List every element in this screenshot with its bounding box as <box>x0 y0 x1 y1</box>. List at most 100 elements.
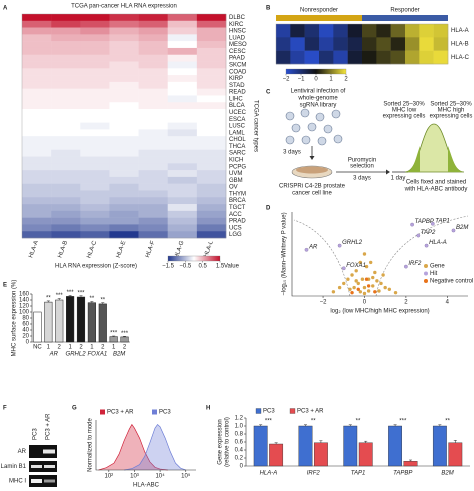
heatmap-cell <box>109 149 139 157</box>
row-label: PRAD <box>229 219 246 225</box>
x-tick-label: B2M <box>441 471 453 477</box>
blot-band <box>43 449 55 454</box>
heatmap-cell <box>196 34 227 42</box>
heatmap-cell <box>138 163 168 171</box>
y-tick-label: 0.2 <box>235 456 244 462</box>
data-point <box>366 289 371 293</box>
heatmap-cell <box>196 197 227 205</box>
heatmap-cell <box>22 231 52 239</box>
x-tick-label: 10² <box>104 474 113 480</box>
lane-label: PC3 <box>33 428 39 440</box>
row-label: MESO <box>229 42 247 48</box>
panel-label: G <box>72 406 77 412</box>
heatmap-cell <box>80 102 110 110</box>
heatmap-cell <box>80 170 110 178</box>
heatmap-cell <box>138 41 168 49</box>
heatmap-cell <box>80 129 110 137</box>
heatmap-cell <box>196 68 227 76</box>
bar <box>98 303 107 343</box>
bar <box>33 311 42 343</box>
row-label: TGCT <box>229 205 246 211</box>
heatmap-cell <box>138 176 168 184</box>
x-tick-label: NC <box>33 345 42 351</box>
heatmap-cell <box>22 149 52 157</box>
heatmap-cell <box>109 163 139 171</box>
heatmap-cell <box>80 231 110 239</box>
histogram-curve <box>124 424 186 471</box>
x-axis-label: log₂ (low MHC/high MHC expression) <box>330 309 429 315</box>
heatmap-cell <box>167 204 198 212</box>
y-axis-label: Normalized to mode <box>88 417 94 471</box>
schematic: C Lentiviral infection of whole-genome s… <box>266 89 472 197</box>
heatmap-cell <box>290 50 305 65</box>
row-label: STAD <box>229 83 245 89</box>
heatmap-cell <box>138 156 168 164</box>
bar <box>314 442 328 467</box>
significance-label: ** <box>90 296 95 302</box>
step-text: cancer cell line <box>292 191 332 197</box>
data-point <box>304 247 309 252</box>
x-tick-label: −2 <box>320 300 328 306</box>
legend-label: Gene <box>430 264 445 270</box>
x-tick-label: 1 <box>90 345 94 351</box>
heatmap-cell <box>80 183 110 191</box>
cell-layer <box>296 166 328 174</box>
heatmap-cell <box>109 14 139 22</box>
significance-label: ** <box>100 297 105 303</box>
significance-label: ** <box>311 418 316 424</box>
axis-line <box>95 420 196 471</box>
sort-high-gate <box>448 146 464 172</box>
row-label: LAML <box>229 130 245 136</box>
heatmap-cell <box>109 75 139 83</box>
point-label: HLA-A <box>429 240 447 246</box>
colorbar-tick-label: −0.5 <box>179 264 192 270</box>
heatmap-cell <box>80 142 110 151</box>
heatmap-cell <box>167 95 198 103</box>
heatmap-cell <box>109 136 139 144</box>
data-point <box>364 264 369 269</box>
group-label: Nonresponder <box>300 8 338 14</box>
column-label: HLA-B <box>57 240 69 259</box>
y-tick-label: 0 <box>240 464 244 470</box>
row-label: LGG <box>229 232 242 238</box>
group-label: Responder <box>390 8 419 14</box>
data-point <box>358 260 363 265</box>
row-label: Lamin B1 <box>1 464 27 470</box>
heatmap-cell <box>22 224 52 232</box>
heatmap-cell <box>109 68 139 76</box>
heatmap-cell <box>138 47 168 55</box>
panel-label: C <box>266 90 271 96</box>
heatmap-cell <box>196 149 227 157</box>
row-label: BLCA <box>229 103 245 109</box>
data-point <box>375 279 379 283</box>
heatmap-cell <box>51 47 81 55</box>
heatmap-cell <box>109 197 139 205</box>
heatmap-cell <box>51 231 81 239</box>
heatmap-cell <box>304 24 320 38</box>
colorbar-label: Value <box>224 264 240 270</box>
heatmap-cell <box>22 27 52 35</box>
heatmap-cell <box>138 61 168 69</box>
row-label: MHC I <box>9 479 26 485</box>
bar <box>76 296 86 343</box>
heatmap-cell <box>80 217 110 225</box>
row-label: KIRC <box>229 22 244 28</box>
point-label: AR <box>308 244 318 250</box>
heatmap-cell <box>138 20 168 28</box>
row-label: COAD <box>229 69 247 75</box>
heatmap-cell <box>419 24 434 38</box>
heatmap-cell <box>109 34 139 42</box>
heatmap-cell <box>196 217 227 225</box>
heatmap-cell <box>51 217 81 225</box>
heatmap-cell <box>333 50 348 65</box>
bar <box>403 461 418 467</box>
row-label: OV <box>229 185 238 191</box>
heatmap-cell <box>167 102 198 110</box>
blot-band <box>44 465 55 468</box>
data-point <box>354 269 358 273</box>
row-label: HLA-A <box>451 28 469 34</box>
heatmap-cell <box>276 37 291 51</box>
heatmap-cell <box>22 34 52 42</box>
panel-label: F <box>3 406 7 412</box>
heatmap-cell <box>167 68 198 76</box>
